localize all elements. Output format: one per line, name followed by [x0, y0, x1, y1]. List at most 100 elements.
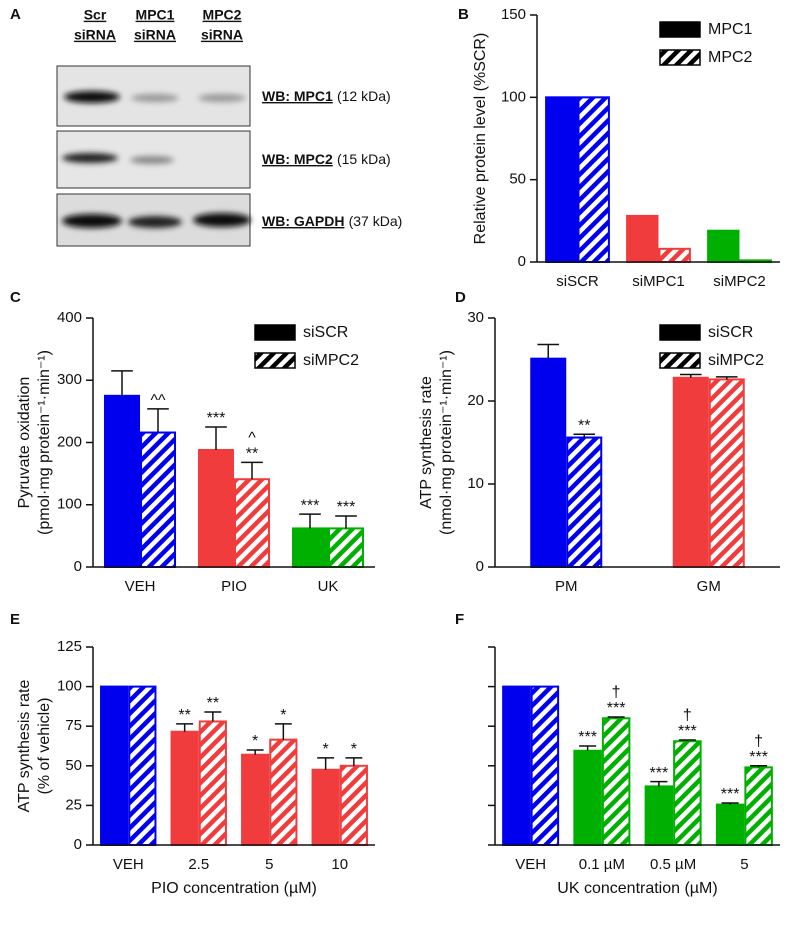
- significance-label: **: [578, 417, 590, 434]
- y-tick-label: 150: [501, 6, 526, 23]
- x-tick-label: GM: [697, 578, 721, 595]
- significance-label: ^^: [150, 392, 166, 409]
- y-tick-label: 100: [501, 88, 526, 105]
- antibody: WB: GAPDH: [262, 213, 344, 229]
- bar: [644, 785, 674, 847]
- x-tick-label: PIO: [221, 578, 247, 595]
- error-bar: [147, 408, 169, 433]
- error-bar: [579, 745, 597, 751]
- panel-letter: F: [455, 611, 464, 628]
- y-axis-label: (% of vehicle): [36, 698, 53, 795]
- legend-swatch: [254, 324, 296, 341]
- y-tick-label: 0: [74, 558, 82, 575]
- significance-label: **: [246, 446, 258, 463]
- x-tick-label: 2.5: [188, 856, 209, 873]
- significance-label: **: [178, 707, 190, 724]
- significance-label: ***: [607, 700, 626, 717]
- y-tick-label: 20: [467, 392, 484, 409]
- significance-label: ***: [207, 410, 226, 427]
- bar: [573, 749, 602, 847]
- y-tick-label: 0: [518, 253, 526, 270]
- bar: [566, 436, 603, 568]
- legend-label: siMPC2: [303, 352, 359, 369]
- x-axis-label: UK concentration (µM): [557, 880, 717, 897]
- significance-label: †: [754, 733, 763, 750]
- x-tick-label: VEH: [515, 856, 546, 873]
- lane-label: MPC1: [136, 7, 175, 23]
- significance-label: ***: [337, 499, 356, 516]
- legend-swatch: [254, 352, 296, 369]
- y-tick-label: 0: [476, 558, 484, 575]
- panel-letter: A: [10, 6, 21, 23]
- band: [130, 156, 174, 164]
- error-bar: [335, 515, 357, 529]
- error-bar: [678, 739, 696, 742]
- blot-row-label: WB: MPC2 (15 kDa): [262, 151, 391, 168]
- y-axis-label: ATP synthesis rate: [16, 680, 33, 813]
- x-tick-label: siSCR: [556, 273, 599, 290]
- bar: [292, 527, 328, 569]
- bar: [104, 394, 140, 568]
- x-tick-label: 5: [265, 856, 273, 873]
- legend-swatch: [659, 49, 701, 66]
- significance-label: *: [323, 741, 329, 758]
- error-bar: [721, 802, 739, 805]
- significance-label: ***: [650, 765, 669, 782]
- antibody: WB: MPC1: [262, 88, 333, 104]
- error-bar: [345, 757, 363, 766]
- y-axis-label: (pmol·mg protein⁻¹·min⁻¹): [36, 350, 53, 535]
- band: [62, 214, 122, 228]
- lane-label: Scr: [84, 7, 107, 23]
- size: (37 kDa): [349, 213, 403, 229]
- error-bar: [241, 461, 263, 480]
- bands: [62, 91, 251, 228]
- error-bar: [715, 376, 738, 380]
- x-tick-label: siMPC2: [713, 273, 766, 290]
- y-tick-label: 25: [65, 796, 82, 813]
- error-bar: [274, 723, 292, 740]
- lane-label: MPC2: [203, 7, 242, 23]
- y-tick-label: 50: [509, 171, 526, 188]
- bar: [577, 96, 610, 264]
- band: [128, 216, 182, 228]
- band: [131, 94, 179, 102]
- panel-letter: C: [10, 289, 21, 306]
- y-tick-label: 75: [65, 717, 82, 734]
- legend-label: siSCR: [303, 324, 348, 341]
- error-bar: [204, 711, 222, 722]
- error-bar: [111, 370, 133, 396]
- legend-swatch: [659, 324, 701, 341]
- bar: [601, 717, 631, 847]
- y-tick-label: 30: [467, 309, 484, 326]
- y-tick-label: 200: [57, 433, 82, 450]
- bar: [198, 720, 227, 846]
- bar: [673, 740, 702, 846]
- significance-label: ^: [248, 430, 256, 447]
- error-bar: [299, 513, 321, 529]
- y-tick-label: 50: [65, 757, 82, 774]
- error-bar: [750, 765, 768, 768]
- bar: [328, 527, 364, 569]
- y-tick-label: 125: [57, 638, 82, 655]
- x-tick-label: VEH: [113, 856, 144, 873]
- band: [193, 213, 251, 227]
- significance-label: †: [612, 684, 621, 701]
- y-tick-label: 0: [74, 836, 82, 853]
- blot-panel: A Scr siRNA MPC1 siRNA MPC2 siRNA WB: MP…: [10, 6, 403, 247]
- error-bar: [607, 716, 625, 719]
- y-axis-label: (nmol·mg protein⁻¹·min⁻¹): [438, 350, 455, 535]
- bar: [672, 376, 709, 569]
- size: (15 kDa): [337, 151, 391, 167]
- x-tick-label: 0.5 µM: [650, 856, 696, 873]
- significance-label: *: [351, 741, 357, 758]
- significance-label: ***: [301, 497, 320, 514]
- lane-label: siRNA: [201, 27, 243, 43]
- bar: [530, 357, 567, 569]
- band: [198, 94, 246, 102]
- bar: [269, 738, 298, 846]
- y-tick-label: 100: [57, 678, 82, 695]
- bar: [708, 378, 745, 569]
- blot-row-label: WB: MPC1 (12 kDa): [262, 88, 391, 105]
- band: [62, 153, 118, 163]
- significance-label: *: [252, 733, 258, 750]
